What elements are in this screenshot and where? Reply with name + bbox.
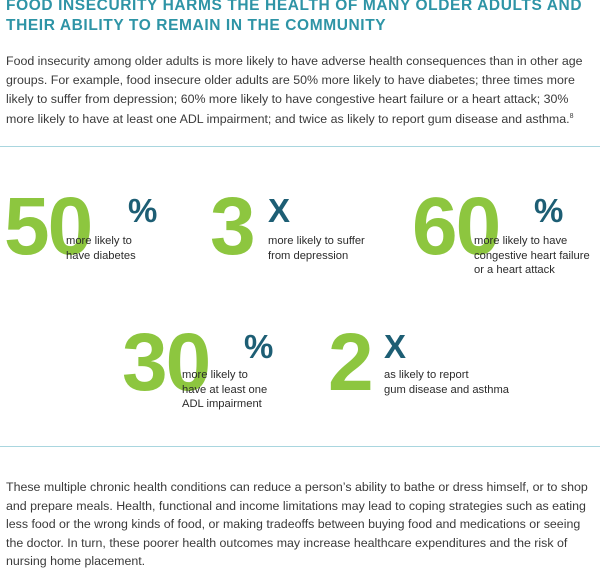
stat-label-line: more likely to bbox=[182, 369, 248, 381]
stat-label-line: congestive heart failure bbox=[474, 249, 590, 262]
stat-number: 60 bbox=[412, 181, 501, 272]
stat-label-line: have at least one bbox=[182, 383, 268, 396]
stat-label-line: have diabetes bbox=[66, 249, 136, 262]
stat-label-line: more likely to bbox=[66, 235, 132, 247]
stat-label: more likely to have at least one ADL imp… bbox=[182, 368, 267, 412]
stat-label-line: as likely to report bbox=[384, 369, 469, 381]
top-divider bbox=[0, 146, 600, 147]
stat-label-line: more likely to have bbox=[474, 235, 568, 247]
stat-label-line: more likely to suffer bbox=[268, 235, 365, 247]
stat-label-line: gum disease and asthma bbox=[384, 383, 510, 396]
stat-label-line: from depression bbox=[268, 249, 349, 262]
stat-label: more likely to suffer from depression bbox=[268, 234, 365, 263]
stat-label-line: or a heart attack bbox=[474, 264, 555, 277]
stat-suffix: % bbox=[534, 192, 564, 229]
stat-label: more likely to have congestive heart fai… bbox=[474, 234, 590, 278]
intro-text: Food insecurity among older adults is mo… bbox=[6, 54, 583, 126]
stat-suffix: X bbox=[384, 328, 407, 365]
stat-number: 3 bbox=[210, 181, 256, 272]
footnote-ref: 8 bbox=[569, 112, 574, 120]
stat-label: as likely to report gum disease and asth… bbox=[384, 368, 509, 397]
stat-number: 2 bbox=[328, 317, 374, 408]
stat-suffix: X bbox=[268, 192, 291, 229]
stat-label: more likely to have diabetes bbox=[66, 234, 136, 263]
bottom-divider bbox=[0, 446, 600, 447]
stat-suffix: % bbox=[244, 328, 274, 365]
stat-label-line: ADL impairment bbox=[182, 398, 262, 411]
stat-number: 50 bbox=[4, 181, 93, 272]
outro-paragraph: These multiple chronic health conditions… bbox=[6, 480, 588, 569]
stat-number: 30 bbox=[122, 317, 211, 408]
intro-paragraph: Food insecurity among older adults is mo… bbox=[6, 52, 598, 129]
stat-suffix: % bbox=[128, 192, 158, 229]
page-title: FOOD INSECURITY HARMS THE HEALTH OF MANY… bbox=[6, 0, 583, 34]
